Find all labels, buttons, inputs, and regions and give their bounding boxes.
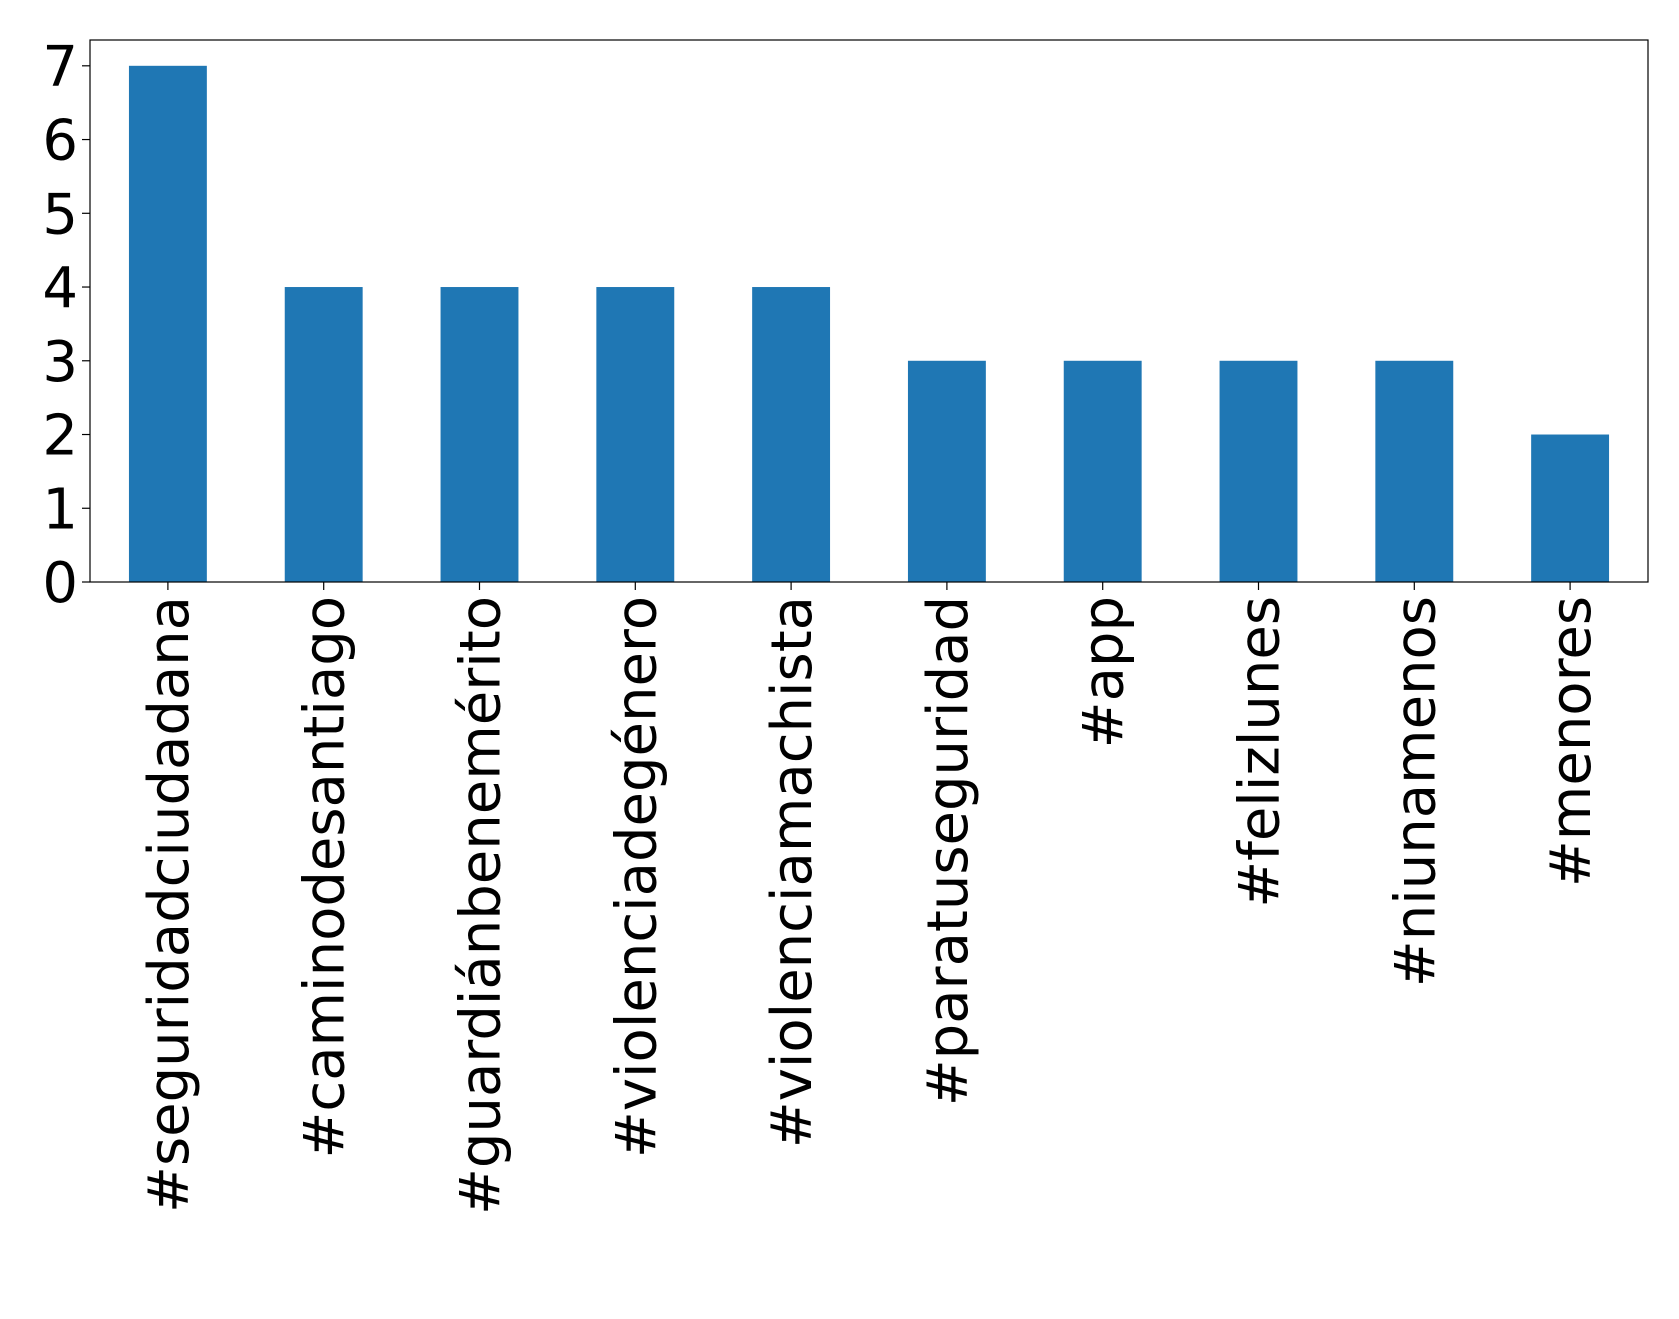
y-tick-label: 0 xyxy=(42,551,78,616)
x-tick-label: #caminodesantiago xyxy=(293,596,358,1159)
plot-frame xyxy=(89,39,1649,583)
x-tick-label: #felizlunes xyxy=(1228,596,1293,908)
x-tick-label: #app xyxy=(1072,596,1137,748)
bar xyxy=(1531,434,1610,582)
x-tick-label: #paratuseguridad xyxy=(916,596,981,1106)
bar xyxy=(284,287,363,582)
bar xyxy=(596,287,675,582)
bar xyxy=(1375,360,1454,582)
y-tick-label: 2 xyxy=(42,404,78,469)
y-tick-label: 4 xyxy=(42,256,78,321)
x-tick-label: #violenciamachista xyxy=(760,596,825,1148)
bar xyxy=(752,287,831,582)
bar xyxy=(1219,360,1298,582)
y-tick-label: 3 xyxy=(42,330,78,395)
y-tick-label: 6 xyxy=(42,109,78,174)
x-tick-label: #menores xyxy=(1539,596,1604,887)
y-tick-label: 7 xyxy=(42,35,78,100)
bar xyxy=(907,360,986,582)
y-tick-label: 1 xyxy=(42,477,78,542)
y-tick-label: 5 xyxy=(42,182,78,247)
x-tick-label: #violenciadegénero xyxy=(604,596,669,1158)
x-tick-label: #seguridadciudadana xyxy=(137,596,202,1213)
bar xyxy=(440,287,519,582)
bar xyxy=(1063,360,1142,582)
x-tick-label: #niunamenos xyxy=(1383,596,1448,987)
x-tick-label: #guardiánbenemérito xyxy=(449,596,514,1215)
bar xyxy=(128,65,207,583)
